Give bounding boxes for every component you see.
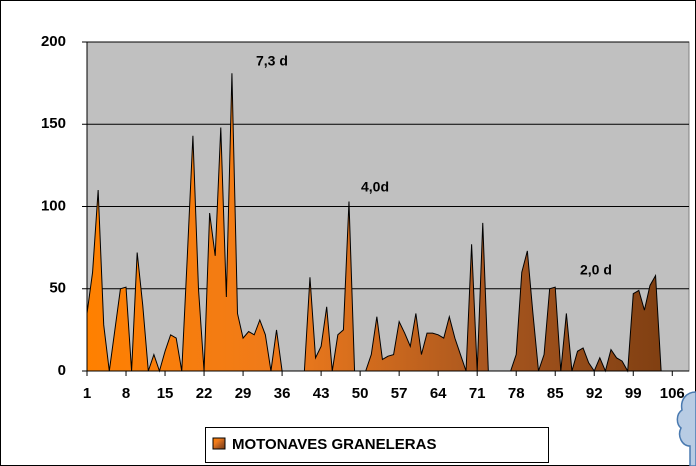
- cloud-shape: [676, 391, 696, 466]
- legend-box: [205, 427, 549, 463]
- y-tick-label: 100: [41, 197, 66, 214]
- x-tick-label: 64: [430, 385, 447, 402]
- x-tick-label: 78: [508, 385, 525, 402]
- y-tick-label: 50: [49, 280, 66, 297]
- x-tick-label: 92: [586, 385, 603, 402]
- x-tick-label: 106: [660, 385, 685, 402]
- x-tick-label: 22: [196, 385, 213, 402]
- x-tick-label: 99: [625, 385, 642, 402]
- x-tick-label: 36: [274, 385, 291, 402]
- x-tick-label: 29: [235, 385, 252, 402]
- x-tick-label: 15: [157, 385, 174, 402]
- x-tick-label: 43: [313, 385, 330, 402]
- x-tick-label: 85: [547, 385, 564, 402]
- x-tick-label: 1: [83, 385, 91, 402]
- annotation: 7,3 d: [256, 53, 288, 69]
- y-tick-label: 0: [58, 362, 66, 379]
- x-tick-label: 8: [122, 385, 130, 402]
- y-tick-label: 200: [41, 33, 66, 50]
- x-tick-label: 50: [352, 385, 369, 402]
- x-tick-label: 71: [469, 385, 486, 402]
- y-tick-label: 150: [41, 115, 66, 132]
- legend-swatch: [212, 437, 226, 450]
- legend-label: MOTONAVES GRANELERAS: [232, 436, 436, 453]
- x-tick-label: 57: [391, 385, 408, 402]
- annotation: 2,0 d: [580, 262, 612, 278]
- area-outline: [86, 73, 689, 373]
- annotation: 4,0d: [361, 179, 389, 195]
